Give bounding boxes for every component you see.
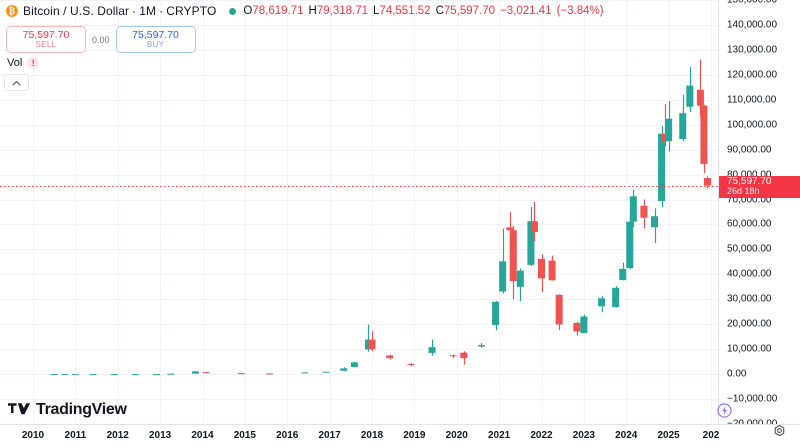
spread-value: 0.00 [92, 34, 110, 45]
legend-separator-1: · [132, 4, 137, 18]
market-status-dot [229, 7, 237, 15]
ohlc-high-label: H [308, 5, 317, 17]
warning-exclamation-icon[interactable]: ! [27, 57, 40, 69]
current-price-value: 75,597.70 [727, 175, 772, 187]
time-tick-label: 2015 [233, 430, 256, 441]
legend-separator-2: · [159, 4, 164, 18]
time-tick-label: 2024 [615, 430, 638, 441]
buy-price: 75,597.70 [132, 28, 179, 41]
chart-plot-area[interactable] [0, 0, 718, 424]
symbol-title[interactable]: Bitcoin / U.S. Dollar · 1M · CRYPTO [23, 3, 216, 19]
volume-label: Vol [7, 57, 23, 69]
time-tick-label: 2018 [360, 430, 384, 441]
ohlc-close-value: 75,597.70 [443, 5, 496, 17]
ohlc-close: C75,597.70 [436, 5, 495, 17]
price-tick-label: 70,000.00 [727, 194, 772, 206]
time-tick-label: 2011 [64, 430, 87, 441]
tradingview-name: TradingView [36, 401, 127, 418]
time-tick-label: 2016 [276, 430, 299, 441]
time-axis[interactable]: 2010 2011 2012 2013 2014 2015 2016 2017 2018 2019… [0, 424, 800, 447]
price-tick-label: 40,000.00 [727, 268, 772, 280]
sell-label: SELL [35, 39, 57, 49]
ohlc-high-value: 79,318.71 [316, 5, 369, 17]
symbol-name[interactable]: Bitcoin / U.S. Dollar [23, 4, 130, 18]
price-tick-label: 10,000.00 [727, 343, 772, 355]
chevron-up-icon [12, 80, 21, 86]
time-tick-label: 2013 [149, 430, 172, 441]
time-tick-label: 2010 [21, 430, 45, 441]
trade-widget: 75,597.70 SELL 0.00 75,597.70 BUY [6, 26, 196, 53]
time-tick-label: 2012 [106, 430, 129, 441]
price-tick-label: 60,000.00 [727, 218, 772, 230]
price-tick-label: 90,000.00 [727, 144, 772, 156]
ohlc-open-value: 78,619.71 [252, 5, 304, 17]
time-tick-label: 2022 [530, 430, 553, 441]
price-tick-label: 120,000.00 [727, 69, 778, 81]
price-tick-label: 130,000.00 [727, 44, 778, 56]
time-tick-label: 2023 [572, 430, 595, 441]
tradingview-logo-icon [8, 403, 30, 415]
current-price-tag: 75,597.70 26d 18h [719, 175, 800, 198]
price-tick-label: −10,000.00 [727, 393, 778, 405]
sell-price: 75,597.70 [22, 28, 70, 41]
volume-indicator-legend[interactable]: Vol ! [7, 57, 40, 69]
time-tick-label: 2020 [445, 430, 468, 441]
ohlc-low: L74,551.52 [373, 5, 431, 17]
chart-legend: ₿ Bitcoin / U.S. Dollar · 1M · CRYPTO O78,61… [6, 3, 604, 19]
price-tick-label: 30,000.00 [727, 293, 772, 305]
time-tick-label: 2019 [403, 430, 426, 441]
lightning-bolt-icon[interactable] [717, 403, 732, 423]
time-tick-label: 2025 [657, 430, 680, 441]
price-tick-label: 20,000.00 [727, 318, 772, 330]
price-axis[interactable]: BTCUSD 75,597.70 26d 18h 150,000.00140,0… [718, 0, 800, 430]
collapse-pane-button[interactable] [4, 74, 29, 91]
ohlc-values: O78,619.71 H79,318.71 L74,551.52 C75,597.70… [243, 3, 603, 19]
sell-button[interactable]: 75,597.70 SELL [6, 26, 86, 53]
price-tick-label: 50,000.00 [727, 243, 772, 255]
settings-gear-icon[interactable] [772, 424, 787, 444]
price-tick-label: 110,000.00 [727, 94, 777, 106]
price-tick-label: 0.00 [727, 368, 747, 380]
buy-label: BUY [146, 39, 165, 49]
tradingview-branding[interactable]: TradingView [8, 401, 127, 419]
ohlc-high: H79,318.71 [309, 5, 368, 17]
ohlc-low-label: L [373, 5, 380, 17]
bitcoin-coin-icon: ₿ [6, 5, 18, 17]
buy-button[interactable]: 75,597.70 BUY [115, 26, 196, 53]
bar-countdown: 26d 18h [727, 186, 760, 197]
price-tick-label: 140,000.00 [727, 19, 778, 31]
price-tick-label: 80,000.00 [727, 169, 772, 180]
ohlc-open-label: O [243, 5, 253, 17]
exchange-label: CRYPTO [166, 4, 217, 18]
time-tick-label: 2021 [488, 430, 511, 441]
ohlc-close-label: C [435, 5, 444, 17]
time-tick-label: 2017 [318, 430, 341, 441]
time-tick-label: 2014 [191, 430, 214, 441]
candlestick-canvas[interactable] [0, 0, 718, 424]
ohlc-change-percent: (−3.84%) [556, 5, 604, 17]
price-tick-label: 100,000.00 [727, 119, 778, 131]
interval-label[interactable]: 1M [139, 4, 157, 18]
price-tick-label: 150,000.00 [727, 0, 778, 6]
time-tick-label: 202 [702, 430, 720, 441]
ohlc-low-value: 74,551.52 [379, 5, 431, 17]
ohlc-open: O78,619.71 [243, 5, 303, 17]
ohlc-change: −3,021.41 [500, 5, 552, 17]
